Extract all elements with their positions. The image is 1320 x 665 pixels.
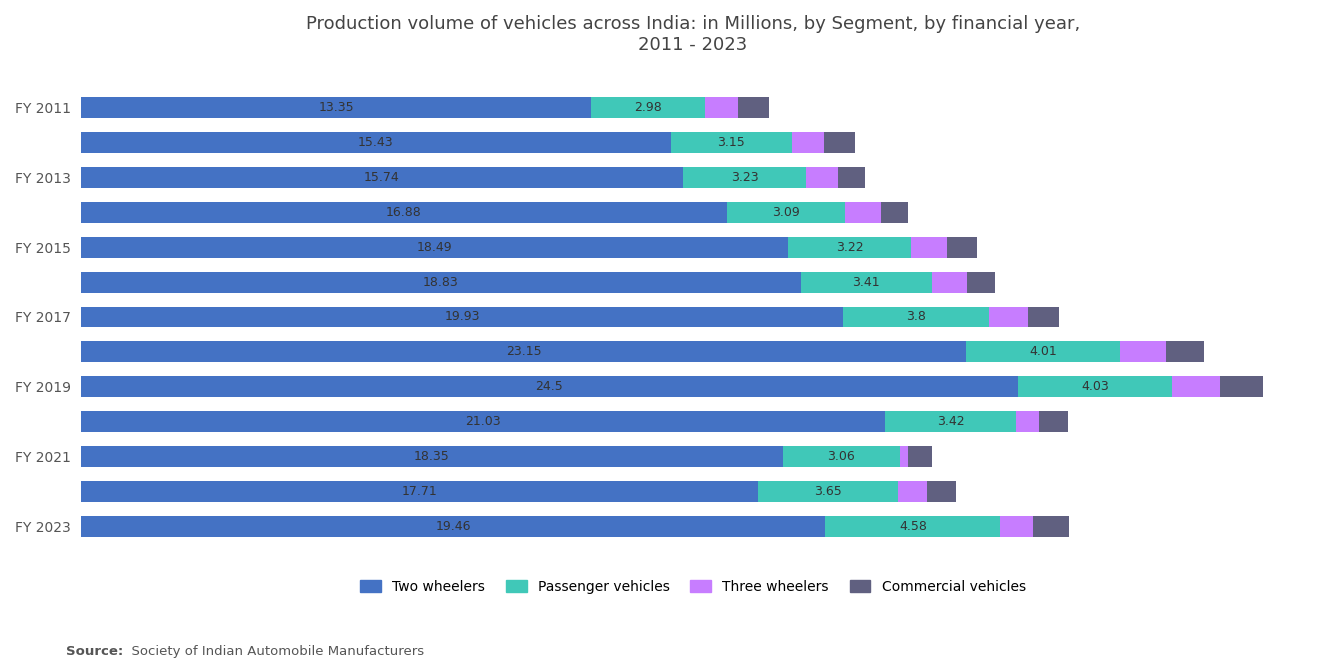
- Bar: [845, 201, 880, 223]
- Text: 2.98: 2.98: [635, 101, 663, 114]
- Text: 19.93: 19.93: [445, 311, 479, 323]
- Bar: [81, 481, 758, 502]
- Bar: [1119, 341, 1166, 362]
- Bar: [1221, 376, 1263, 398]
- Text: 4.01: 4.01: [1030, 345, 1057, 358]
- Text: 3.22: 3.22: [836, 241, 863, 253]
- Bar: [880, 201, 908, 223]
- Bar: [838, 167, 865, 188]
- Text: 23.15: 23.15: [506, 345, 541, 358]
- Bar: [81, 132, 671, 153]
- Text: 15.43: 15.43: [358, 136, 393, 149]
- Bar: [1032, 516, 1069, 537]
- Bar: [81, 167, 682, 188]
- Text: 3.8: 3.8: [906, 311, 925, 323]
- Text: 3.41: 3.41: [853, 275, 880, 289]
- Bar: [738, 97, 768, 118]
- Text: 4.03: 4.03: [1081, 380, 1109, 394]
- Bar: [843, 307, 989, 327]
- Bar: [807, 167, 838, 188]
- Bar: [825, 516, 1001, 537]
- Text: 17.71: 17.71: [401, 485, 437, 498]
- Bar: [989, 307, 1028, 327]
- Text: 3.15: 3.15: [718, 136, 746, 149]
- Bar: [946, 237, 977, 257]
- Text: 18.49: 18.49: [417, 241, 453, 253]
- Bar: [898, 481, 927, 502]
- Bar: [81, 446, 783, 467]
- Bar: [705, 97, 738, 118]
- Bar: [81, 412, 886, 432]
- Legend: Two wheelers, Passenger vehicles, Three wheelers, Commercial vehicles: Two wheelers, Passenger vehicles, Three …: [352, 573, 1032, 600]
- Bar: [81, 271, 801, 293]
- Bar: [81, 97, 591, 118]
- Bar: [783, 446, 900, 467]
- Bar: [932, 271, 968, 293]
- Bar: [726, 201, 845, 223]
- Bar: [927, 481, 956, 502]
- Bar: [1028, 307, 1059, 327]
- Bar: [1039, 412, 1068, 432]
- Text: 13.35: 13.35: [318, 101, 354, 114]
- Text: 24.5: 24.5: [536, 380, 564, 394]
- Bar: [1166, 341, 1204, 362]
- Text: 15.74: 15.74: [364, 171, 400, 184]
- Bar: [908, 446, 932, 467]
- Bar: [801, 271, 932, 293]
- Bar: [1001, 516, 1032, 537]
- Bar: [671, 132, 792, 153]
- Bar: [968, 271, 995, 293]
- Bar: [966, 341, 1119, 362]
- Bar: [591, 97, 705, 118]
- Text: Society of Indian Automobile Manufacturers: Society of Indian Automobile Manufacture…: [123, 645, 424, 658]
- Bar: [81, 307, 843, 327]
- Text: 16.88: 16.88: [385, 205, 421, 219]
- Text: 3.23: 3.23: [731, 171, 759, 184]
- Text: 3.42: 3.42: [937, 416, 965, 428]
- Bar: [824, 132, 855, 153]
- Bar: [900, 446, 908, 467]
- Title: Production volume of vehicles across India: in Millions, by Segment, by financia: Production volume of vehicles across Ind…: [306, 15, 1080, 54]
- Bar: [758, 481, 898, 502]
- Text: 3.06: 3.06: [828, 450, 855, 464]
- Bar: [788, 237, 911, 257]
- Bar: [911, 237, 946, 257]
- Bar: [1018, 376, 1172, 398]
- Bar: [81, 376, 1018, 398]
- Text: 19.46: 19.46: [436, 520, 471, 533]
- Text: 18.83: 18.83: [422, 275, 459, 289]
- Bar: [81, 516, 825, 537]
- Text: Source:: Source:: [66, 645, 123, 658]
- Text: 21.03: 21.03: [465, 416, 500, 428]
- Bar: [1016, 412, 1039, 432]
- Bar: [886, 412, 1016, 432]
- Text: 3.65: 3.65: [814, 485, 842, 498]
- Text: 4.58: 4.58: [899, 520, 927, 533]
- Bar: [1172, 376, 1221, 398]
- Bar: [682, 167, 807, 188]
- Text: 3.09: 3.09: [772, 205, 800, 219]
- Bar: [792, 132, 824, 153]
- Bar: [81, 201, 726, 223]
- Text: 18.35: 18.35: [414, 450, 450, 464]
- Bar: [81, 237, 788, 257]
- Bar: [81, 341, 966, 362]
